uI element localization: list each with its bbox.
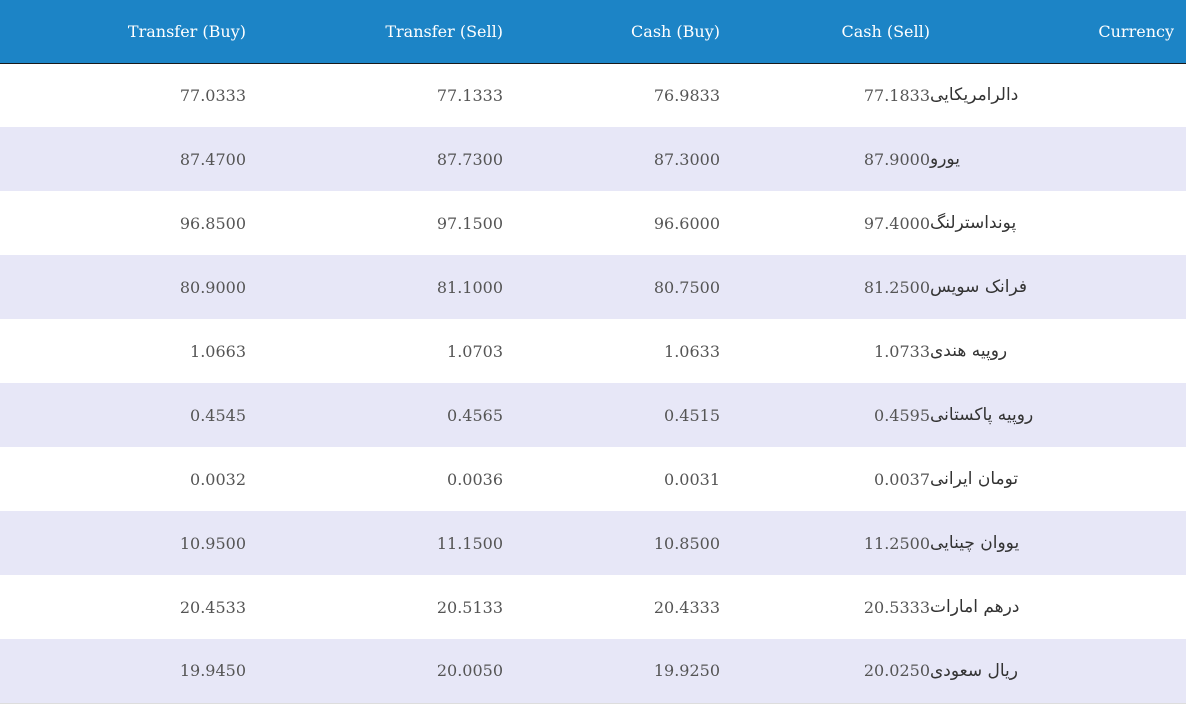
currency-name-cell: روپیه پاکستانی: [930, 405, 1034, 425]
transfer-buy-cell: 77.0333: [179, 85, 246, 105]
table-row: 20.4533 20.5133 20.4333 20.5333 درهم اما…: [0, 575, 1186, 639]
transfer-sell-cell: 0.0036: [447, 469, 503, 489]
header-currency: Currency: [930, 0, 1186, 64]
cash-sell-cell: 0.4595: [874, 405, 930, 425]
table-row: 0.0032 0.0036 0.0031 0.0037 تومان ایرانی: [0, 447, 1186, 511]
cash-buy-cell: 1.0633: [664, 341, 720, 361]
cash-buy-cell: 10.8500: [653, 533, 720, 553]
currency-name-cell: درهم امارات: [930, 597, 1020, 617]
currency-name-cell: یورو: [930, 149, 960, 169]
currency-name-cell: فرانک سویس: [930, 277, 1028, 297]
header-cash-sell: Cash (Sell): [720, 0, 930, 64]
transfer-buy-cell: 20.4533: [179, 597, 246, 617]
currency-name-cell: ریال سعودی: [930, 639, 1186, 704]
transfer-buy-cell: 87.4700: [179, 149, 246, 169]
table-row: 87.4700 87.7300 87.3000 87.9000 یورو: [0, 127, 1186, 191]
cash-buy-cell: 0.0031: [664, 469, 720, 489]
cash-sell-cell: 11.2500: [863, 533, 930, 553]
cash-buy-cell: 96.6000: [653, 213, 720, 233]
cash-sell-cell: 81.2500: [863, 277, 930, 297]
transfer-sell-cell: 11.1500: [436, 533, 503, 553]
table-header: Transfer (Buy) Transfer (Sell) Cash (Buy…: [0, 0, 1186, 64]
transfer-buy-cell: 96.8500: [179, 213, 246, 233]
table-row: 0.4545 0.4565 0.4515 0.4595 روپیه پاکستا…: [0, 383, 1186, 447]
cash-sell-cell: 0.0037: [874, 469, 930, 489]
cash-sell-cell: 1.0733: [874, 341, 930, 361]
transfer-buy-cell: 0.4545: [190, 405, 246, 425]
cash-sell-cell: 77.1833: [863, 85, 930, 105]
currency-name-cell: یووان چینایی: [930, 533, 1020, 553]
table-row: 1.0663 1.0703 1.0633 1.0733 روپیه هندی: [0, 319, 1186, 383]
cash-buy-cell: 87.3000: [653, 149, 720, 169]
header-transfer-buy: Transfer (Buy): [0, 0, 246, 64]
currency-name-cell: پونداسترلنگ: [930, 213, 1017, 233]
cash-buy-cell: 76.9833: [653, 85, 720, 105]
cash-buy-cell: 19.9250: [503, 639, 720, 704]
cash-sell-cell: 87.9000: [863, 149, 930, 169]
transfer-buy-cell: 10.9500: [179, 533, 246, 553]
header-transfer-sell: Transfer (Sell): [246, 0, 503, 64]
transfer-sell-cell: 97.1500: [436, 213, 503, 233]
cash-sell-cell: 97.4000: [863, 213, 930, 233]
currency-name-cell: تومان ایرانی: [930, 469, 1019, 489]
cash-buy-cell: 20.4333: [653, 597, 720, 617]
table-row: 77.0333 77.1333 76.9833 77.1833 دالرامری…: [0, 63, 1186, 127]
transfer-buy-cell: 1.0663: [190, 341, 246, 361]
transfer-buy-cell: 80.9000: [179, 277, 246, 297]
header-cash-buy: Cash (Buy): [503, 0, 720, 64]
cash-sell-cell: 20.0250: [720, 639, 930, 704]
transfer-buy-cell: 19.9450: [0, 639, 246, 704]
table-body: 77.0333 77.1333 76.9833 77.1833 دالرامری…: [0, 63, 1186, 704]
transfer-sell-cell: 1.0703: [447, 341, 503, 361]
transfer-sell-cell: 77.1333: [436, 85, 503, 105]
table-row: 80.9000 81.1000 80.7500 81.2500 فرانک سو…: [0, 255, 1186, 319]
table-row: 10.9500 11.1500 10.8500 11.2500 یووان چی…: [0, 511, 1186, 575]
currency-name-cell: دالرامریکایی: [930, 85, 1019, 106]
transfer-sell-cell: 0.4565: [447, 405, 503, 425]
cash-buy-cell: 80.7500: [653, 277, 720, 297]
transfer-sell-cell: 20.5133: [436, 597, 503, 617]
transfer-sell-cell: 20.0050: [246, 639, 503, 704]
currency-name-cell: روپیه هندی: [930, 341, 1008, 361]
transfer-sell-cell: 87.7300: [436, 149, 503, 169]
table-row: 96.8500 97.1500 96.6000 97.4000 پونداستر…: [0, 191, 1186, 255]
cash-sell-cell: 20.5333: [863, 597, 930, 617]
transfer-sell-cell: 81.1000: [436, 277, 503, 297]
table-row: 19.9450 20.0050 19.9250 20.0250 ریال سعو…: [0, 639, 1186, 704]
header-row: Transfer (Buy) Transfer (Sell) Cash (Buy…: [0, 0, 1186, 64]
cash-buy-cell: 0.4515: [664, 405, 720, 425]
transfer-buy-cell: 0.0032: [190, 469, 246, 489]
